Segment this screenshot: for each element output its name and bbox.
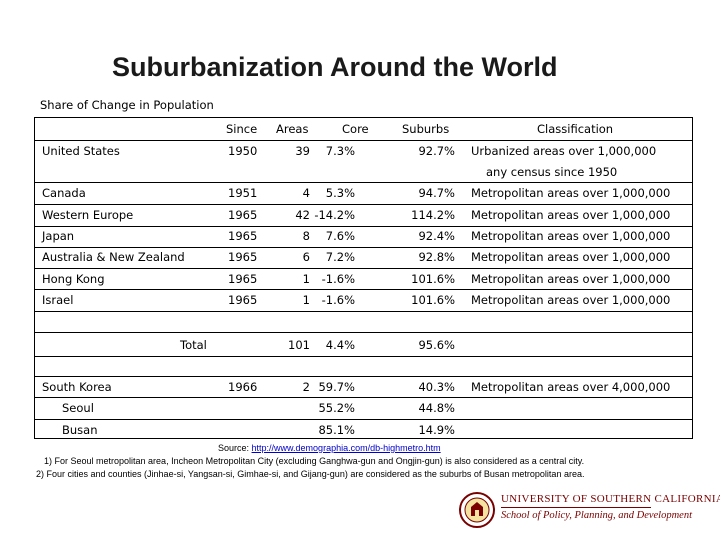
logo-school-name: School of Policy, Planning, and Developm…: [501, 510, 692, 521]
row-classification: Metropolitan areas over 1,000,000: [471, 229, 671, 243]
row-suburbs: 92.8%: [418, 250, 455, 264]
col-header-areas: Areas: [276, 122, 309, 136]
row-rule: [34, 332, 693, 333]
row-rule: [34, 204, 693, 205]
row-core: 5.3%: [325, 186, 355, 200]
row-rule: [34, 419, 693, 420]
row-areas: 2: [302, 380, 310, 394]
row-classification: Metropolitan areas over 1,000,000: [471, 293, 671, 307]
data-table: [34, 117, 693, 439]
row-rule: [34, 289, 693, 290]
row-rule: [34, 268, 693, 269]
row-rule: [34, 311, 693, 312]
row-country: Hong Kong: [42, 272, 105, 286]
row-country: United States: [42, 144, 120, 158]
row-since: 1965: [228, 250, 258, 264]
row-areas: 8: [302, 229, 310, 243]
sub-row-core: 55.2%: [318, 401, 355, 415]
row-areas: 42: [295, 208, 310, 222]
row-suburbs: 92.7%: [418, 144, 455, 158]
row-since: 1965: [228, 293, 258, 307]
row-suburbs: 101.6%: [411, 293, 455, 307]
row-core: 7.3%: [325, 144, 355, 158]
row-country: Australia & New Zealand: [42, 250, 185, 264]
row-since: 1966: [228, 380, 258, 394]
footnote-2: 2) Four cities and counties (Jinhae-si, …: [36, 469, 585, 479]
row-since: 1965: [228, 229, 258, 243]
col-header-classification: Classification: [537, 122, 614, 136]
sub-row-name: Busan: [62, 423, 98, 437]
row-areas: 4: [302, 186, 310, 200]
row-rule: [34, 356, 693, 357]
seal-icon: [459, 492, 495, 528]
row-since: 1951: [228, 186, 258, 200]
row-classification: Metropolitan areas over 1,000,000: [471, 272, 671, 286]
source-link[interactable]: http://www.demographia.com/db-highmetro.…: [251, 443, 441, 453]
row-core: -14.2%: [314, 208, 355, 222]
row-rule: [34, 226, 693, 227]
row-classification: Metropolitan areas over 1,000,000: [471, 208, 671, 222]
row-since: 1965: [228, 272, 258, 286]
row-core: 7.2%: [325, 250, 355, 264]
row-core: 7.6%: [325, 229, 355, 243]
row-rule: [34, 397, 693, 398]
row-core: -1.6%: [321, 272, 355, 286]
row-suburbs: 40.3%: [418, 380, 455, 394]
row-since: 1950: [228, 144, 258, 158]
row-suburbs: 101.6%: [411, 272, 455, 286]
row-suburbs: 92.4%: [418, 229, 455, 243]
col-header-since: Since: [226, 122, 258, 136]
total-areas: 101: [288, 338, 310, 352]
table-top-rule: [34, 117, 693, 118]
col-header-core: Core: [342, 122, 369, 136]
table-subtitle: Share of Change in Population: [40, 98, 214, 112]
total-label: Total: [180, 338, 207, 352]
logo-divider: [501, 507, 651, 508]
header-rule: [34, 140, 693, 141]
row-suburbs: 114.2%: [411, 208, 455, 222]
row-areas: 1: [302, 293, 310, 307]
row-country: South Korea: [42, 380, 112, 394]
row-suburbs: 94.7%: [418, 186, 455, 200]
page-title: Suburbanization Around the World: [112, 52, 558, 82]
total-suburbs: 95.6%: [418, 338, 455, 352]
sub-row-core: 85.1%: [318, 423, 355, 437]
row-classification: Metropolitan areas over 4,000,000: [471, 380, 671, 394]
row-classification: Metropolitan areas over 1,000,000: [471, 250, 671, 264]
sub-row-name: Seoul: [62, 401, 94, 415]
row-classification: Metropolitan areas over 1,000,000: [471, 186, 671, 200]
row-classification-note: any census since 1950: [486, 165, 618, 179]
row-country: Israel: [42, 293, 74, 307]
total-core: 4.4%: [325, 338, 355, 352]
row-rule: [34, 376, 693, 377]
sub-row-suburbs: 44.8%: [418, 401, 455, 415]
row-core: 59.7%: [318, 380, 355, 394]
col-header-suburbs: Suburbs: [402, 122, 450, 136]
source-prefix: Source:: [218, 443, 252, 453]
sub-row-suburbs: 14.9%: [418, 423, 455, 437]
row-areas: 39: [295, 144, 310, 158]
row-since: 1965: [228, 208, 258, 222]
row-rule: [34, 247, 693, 248]
footnote-1: 1) For Seoul metropolitan area, Incheon …: [44, 456, 585, 466]
logo-university-name: UNIVERSITY OF SOUTHERN CALIFORNIA: [501, 493, 720, 505]
row-areas: 6: [302, 250, 310, 264]
source-note: Source: http://www.demographia.com/db-hi…: [218, 443, 441, 453]
row-country: Japan: [42, 229, 75, 243]
row-rule: [34, 182, 693, 183]
row-areas: 1: [302, 272, 310, 286]
row-country: Canada: [42, 186, 86, 200]
row-core: -1.6%: [321, 293, 355, 307]
row-classification: Urbanized areas over 1,000,000: [471, 144, 657, 158]
usc-logo: UNIVERSITY OF SOUTHERN CALIFORNIA School…: [459, 490, 720, 530]
row-country: Western Europe: [42, 208, 134, 222]
